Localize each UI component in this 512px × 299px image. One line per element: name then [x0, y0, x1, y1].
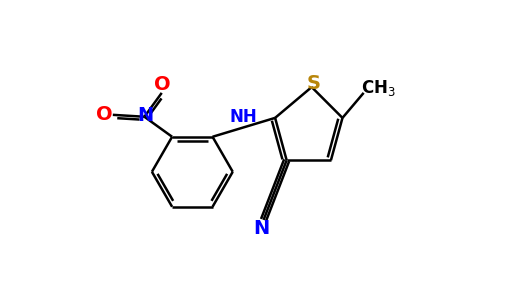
- Text: O: O: [96, 105, 113, 123]
- Text: CH$_3$: CH$_3$: [361, 78, 396, 98]
- Text: N: N: [253, 219, 270, 238]
- Text: O: O: [154, 75, 171, 94]
- Text: NH: NH: [230, 108, 258, 126]
- Text: N: N: [137, 106, 153, 126]
- Text: S: S: [307, 74, 321, 93]
